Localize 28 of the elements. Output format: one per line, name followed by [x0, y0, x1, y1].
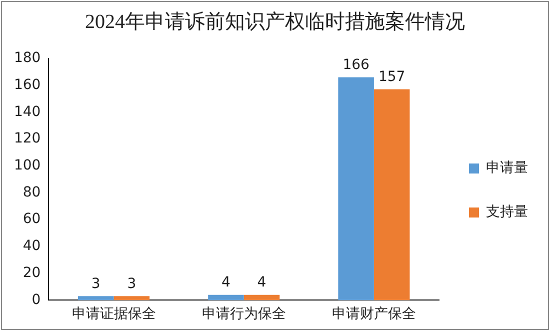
bar: [114, 296, 150, 300]
x-tick-label: 申请证据保全: [72, 306, 156, 322]
data-label: 4: [257, 274, 266, 290]
y-tick-label: 0: [32, 292, 41, 308]
bar: [78, 296, 114, 300]
bar: [338, 77, 374, 300]
data-label: 157: [378, 68, 406, 85]
data-label: 3: [127, 276, 136, 292]
data-label: 166: [342, 56, 370, 73]
y-tick-label: 80: [22, 184, 41, 200]
y-tick-label: 120: [14, 130, 41, 147]
data-label: 4: [222, 274, 231, 290]
data-label: 3: [91, 276, 100, 292]
x-tick-label: 申请行为保全: [202, 306, 286, 322]
bar: [244, 294, 280, 300]
y-tick-label: 100: [14, 158, 41, 174]
y-tick-label: 40: [22, 238, 41, 254]
bar: [374, 89, 410, 300]
y-tick-label: 180: [14, 50, 41, 66]
bar: [208, 294, 244, 300]
y-tick-label: 20: [22, 264, 41, 281]
chart-title: 2024年申请诉前知识产权临时措施案件情况: [84, 10, 466, 35]
y-tick-label: 140: [14, 104, 41, 120]
legend-label: 申请量: [486, 160, 528, 176]
y-tick-label: 160: [14, 76, 41, 93]
y-tick-label: 60: [22, 211, 41, 228]
legend-label: 支持量: [486, 204, 528, 220]
x-tick-label: 申请财产保全: [332, 306, 416, 322]
